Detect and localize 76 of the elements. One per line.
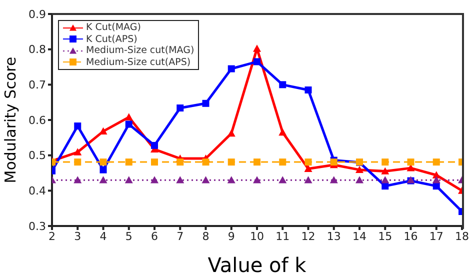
point (254, 158, 260, 166)
point (254, 58, 260, 66)
point (278, 128, 287, 136)
point (202, 176, 210, 184)
point (228, 65, 235, 72)
point (432, 176, 440, 184)
point (176, 176, 184, 184)
point (74, 158, 82, 166)
x-tick-label: 14 (352, 230, 366, 243)
y-tick-label: 0.6 (28, 114, 46, 127)
y-tick-label: 0.5 (28, 149, 46, 162)
point (99, 176, 108, 184)
x-tick-label: 16 (404, 230, 418, 243)
y-tick-label: 0.9 (28, 8, 46, 21)
point (407, 158, 414, 166)
point (228, 158, 235, 166)
point (253, 44, 261, 52)
y-axis-title: Modularity Score (1, 56, 20, 184)
point (125, 158, 132, 166)
point (304, 176, 312, 184)
x-tick-label: 6 (151, 230, 158, 243)
point (124, 176, 133, 184)
point (381, 167, 390, 174)
x-tick-label: 8 (202, 230, 210, 243)
x-tick-label: 17 (429, 230, 444, 243)
y-tick-label: 0.8 (28, 43, 46, 56)
x-tick-label: 12 (301, 230, 316, 243)
point (202, 158, 210, 166)
point (253, 176, 261, 184)
point (304, 86, 312, 94)
point (279, 81, 286, 88)
point (304, 158, 312, 166)
point (330, 176, 338, 184)
point (100, 158, 107, 166)
x-tick-label: 2 (48, 230, 56, 243)
point (279, 158, 286, 166)
x-tick-label: 5 (125, 230, 132, 243)
x-tick-label: 3 (74, 230, 82, 243)
point (125, 120, 132, 128)
point (227, 176, 236, 184)
point (356, 166, 364, 174)
x-tick-label: 13 (326, 230, 341, 243)
x-tick-label: 18 (455, 230, 469, 243)
point (278, 176, 287, 184)
point (227, 129, 236, 137)
x-tick-label: 15 (378, 230, 392, 243)
point (202, 100, 210, 107)
legend-label: Medium-Size cut(MAG) (86, 45, 194, 56)
point (74, 122, 82, 130)
point (99, 127, 108, 135)
point (176, 104, 184, 112)
y-tick-label: 0.7 (28, 78, 46, 92)
point (356, 176, 364, 184)
point (381, 176, 390, 184)
point (74, 176, 82, 184)
legend-label: K Cut(APS) (86, 34, 138, 45)
point (176, 158, 184, 166)
point (100, 166, 107, 174)
point (151, 142, 158, 149)
point (382, 158, 389, 166)
point (150, 176, 158, 184)
x-tick-label: 4 (100, 230, 107, 243)
x-tick-label: 11 (276, 230, 290, 243)
x-tick-label: 9 (228, 230, 235, 243)
legend-label: K Cut(MAG) (86, 22, 141, 34)
point (151, 158, 158, 166)
point (74, 148, 82, 156)
y-tick-label: 0.4 (28, 184, 46, 198)
x-tick-label: 10 (250, 230, 264, 243)
y-tick-label: 0.3 (28, 220, 46, 233)
x-axis-title: Value of k (208, 253, 307, 276)
point (304, 164, 312, 172)
legend-label: Medium-Size cut(APS) (86, 56, 191, 68)
point (124, 113, 133, 120)
x-tick-label: 7 (176, 230, 184, 243)
point (432, 158, 440, 166)
